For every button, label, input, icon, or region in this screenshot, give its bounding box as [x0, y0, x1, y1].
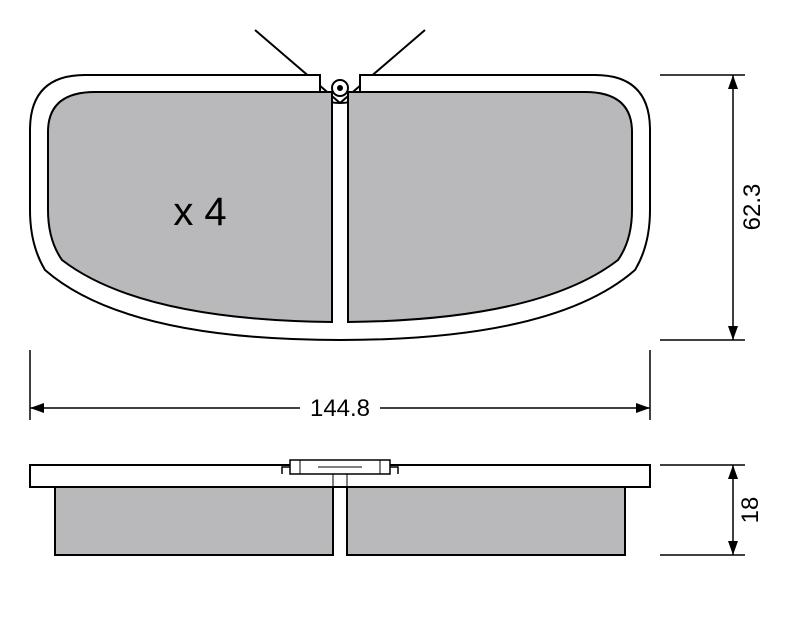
technical-drawing: x 4 144.8 62.3 — [0, 0, 800, 622]
side-view — [30, 460, 650, 555]
thickness-dimension: 18 — [660, 465, 764, 555]
width-dim-label: 144.8 — [310, 395, 370, 422]
height-dimension: 62.3 — [660, 75, 766, 340]
quantity-label: x 4 — [173, 190, 226, 234]
spring-clip — [282, 460, 398, 474]
sensor-hole-inner — [337, 85, 343, 91]
front-view: x 4 — [30, 30, 650, 340]
width-dimension: 144.8 — [30, 350, 650, 423]
height-dim-label: 62.3 — [739, 184, 766, 231]
side-friction-right — [347, 487, 625, 555]
thickness-dim-label: 18 — [737, 497, 764, 524]
side-friction-left — [55, 487, 333, 555]
